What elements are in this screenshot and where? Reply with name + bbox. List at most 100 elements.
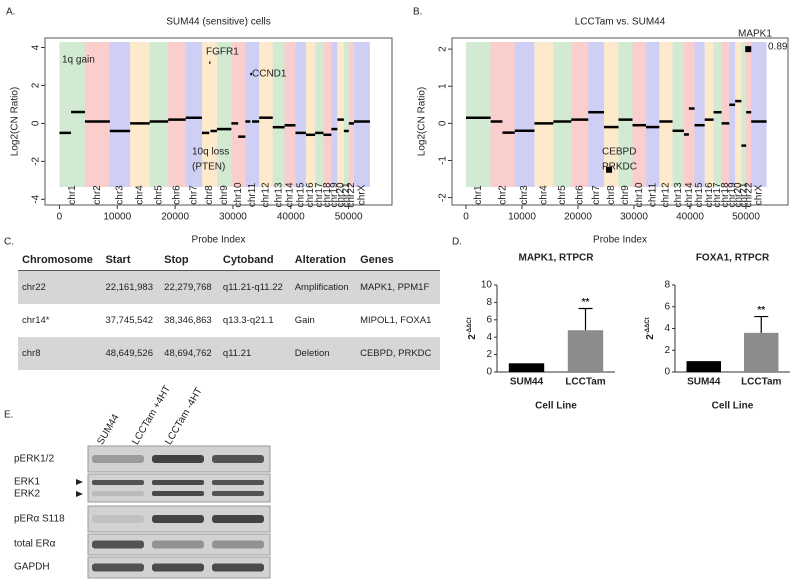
- y-label-sup: -ΔΔCt: [467, 317, 473, 334]
- chromosome-band: [490, 42, 515, 187]
- chromosome-band: [672, 42, 684, 187]
- bar: [567, 330, 604, 372]
- chart-title: LCCTam vs. SUM44: [575, 17, 666, 28]
- lane-label: SUM44: [95, 412, 121, 447]
- chromosome-label: chr8: [606, 185, 617, 205]
- y-tick-label: 8: [664, 280, 670, 291]
- chromosome-label: chr17: [712, 182, 723, 207]
- chromosome-label: chr5: [154, 185, 165, 205]
- chromosome-band: [284, 42, 296, 187]
- bar: [508, 363, 545, 372]
- annotation: MAPK1: [738, 29, 772, 40]
- chromosome-label: chr2: [497, 185, 508, 205]
- chromosome-band: [245, 42, 260, 187]
- chromosome-label: chr20: [335, 182, 346, 207]
- chromosome-label: chr4: [135, 185, 146, 205]
- chromosome-label: chr13: [273, 182, 284, 207]
- highlight-point: [745, 46, 752, 53]
- table-cell: 38,346,863: [164, 315, 212, 326]
- blot-row-label: GAPDH: [14, 562, 50, 573]
- y-axis-label: 2-ΔΔCt: [467, 317, 478, 340]
- chromosome-band: [534, 42, 554, 187]
- table-cell: chr14*: [22, 315, 50, 326]
- table-cell: 22,279,768: [160, 270, 219, 304]
- chromosome-band: [741, 42, 747, 187]
- blot-row-label: pERα S118: [14, 514, 65, 525]
- x-tick-label: SUM44: [687, 377, 721, 388]
- table-cell: CEBPD, PRKDC: [356, 337, 440, 370]
- chromosome-label: chr16: [305, 182, 316, 207]
- x-tick-label: LCCTam: [565, 377, 605, 388]
- chromosome-label: chrX: [357, 184, 368, 205]
- chromosome-band: [751, 42, 767, 187]
- blot-band: [92, 515, 144, 523]
- chromosome-label: chr18: [720, 182, 731, 207]
- chromosome-band: [272, 42, 285, 187]
- chromosome-label: chr8: [204, 185, 215, 205]
- x-tick-label: 0: [463, 212, 469, 223]
- error-bar: [578, 307, 593, 331]
- chromosome-band: [295, 42, 306, 187]
- chromosome-label: chr22: [346, 182, 357, 207]
- table-cell: 37,745,542: [105, 315, 153, 326]
- y-label-base: 2: [467, 334, 478, 340]
- table-cell: 22,161,983: [101, 270, 161, 304]
- table-cell: Deletion: [290, 337, 357, 370]
- chromosome-band: [746, 42, 752, 187]
- chromosome-band: [59, 42, 85, 187]
- chromosome-label: chr14: [285, 182, 296, 207]
- column-header: Alteration: [290, 250, 357, 271]
- table-cell: Gain: [294, 315, 315, 326]
- panel-label: B.: [413, 7, 422, 18]
- y-tick-label: 0: [31, 120, 42, 126]
- blot-band: [212, 515, 264, 523]
- annotation: 0.89: [768, 42, 788, 53]
- annotation: (PTEN): [192, 162, 225, 173]
- chromosome-band: [571, 42, 589, 187]
- annotation: PRKDC: [602, 162, 637, 173]
- chromosome-band: [729, 42, 736, 187]
- chromosome-band: [588, 42, 604, 187]
- chromosome-band: [201, 42, 217, 187]
- chromosome-label: chr12: [661, 182, 672, 207]
- chromosome-band: [735, 42, 742, 187]
- chromosome-band: [331, 42, 338, 187]
- chromosome-band: [713, 42, 722, 187]
- blot-strip: [87, 533, 271, 556]
- blot-row-label: pERK1/2: [14, 454, 54, 465]
- chromosome-label: chr9: [620, 185, 631, 205]
- blot-band: [152, 540, 204, 549]
- chromosome-label: chr7: [591, 185, 602, 205]
- blot-band: [212, 480, 264, 485]
- y-tick-label: 0: [438, 120, 449, 126]
- y-label-sup: -ΔΔCt: [645, 317, 651, 334]
- chromosome-band: [259, 42, 273, 187]
- y-tick-label: -2: [31, 156, 42, 165]
- annotation: 10q loss: [192, 147, 229, 158]
- chromosome-band: [645, 42, 660, 187]
- x-tick-label: 10000: [103, 212, 131, 223]
- chromosome-label: chr1: [67, 185, 78, 205]
- x-axis-label: Cell Line: [535, 401, 577, 412]
- significance: **: [757, 305, 765, 316]
- column-header: Cytoband: [218, 250, 291, 271]
- chromosome-band: [315, 42, 324, 187]
- column-header: Stop: [160, 250, 219, 271]
- chromosome-label: chr6: [574, 185, 585, 205]
- y-tick-label: 8: [486, 297, 492, 308]
- highlight-point: [606, 166, 613, 173]
- table-row: chr22 22,161,983 22,279,768 q11.21-q11.22 Am…: [18, 270, 440, 304]
- y-tick-label: 1: [438, 83, 449, 89]
- chromosome-label: chr11: [247, 182, 258, 207]
- chromosome-label: chr19: [329, 182, 340, 207]
- blot-band: [92, 563, 144, 572]
- panel-label: D.: [452, 237, 462, 248]
- chromosome-label: chr1: [473, 185, 484, 205]
- chromosome-label: chr13: [673, 182, 684, 207]
- chromosome-label: chr20: [733, 182, 744, 207]
- blot-band: [212, 540, 264, 549]
- y-tick-label: 4: [31, 44, 42, 50]
- chromosome-band: [216, 42, 232, 187]
- plot-frame: [451, 37, 789, 206]
- chromosome-label: chr11: [647, 182, 658, 207]
